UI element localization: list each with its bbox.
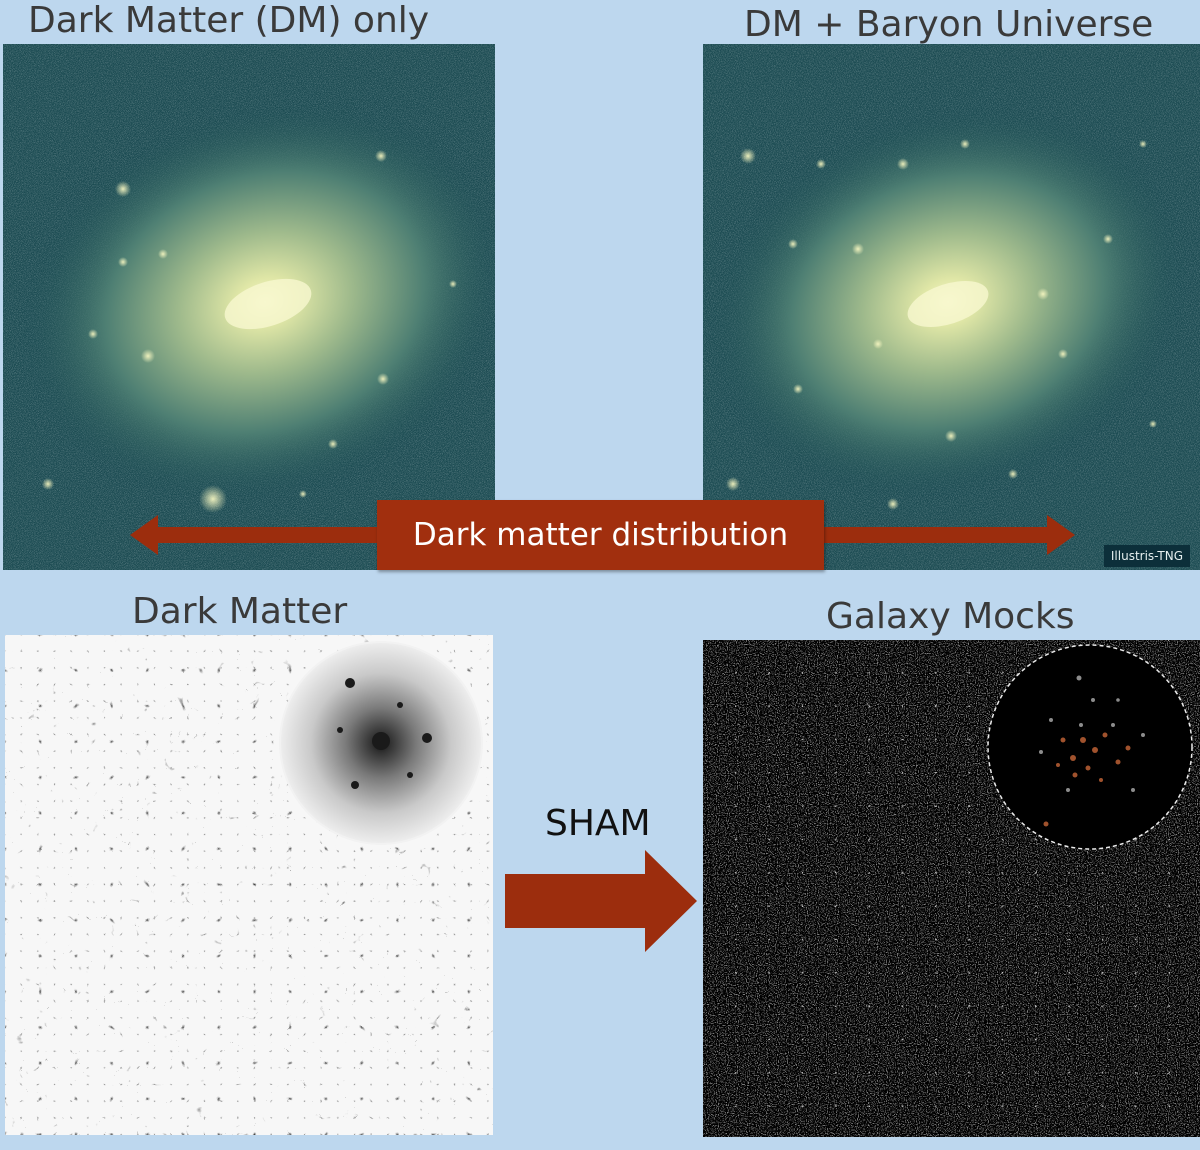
dm-only-title: Dark Matter (DM) only — [28, 0, 430, 41]
dark-matter-title: Dark Matter — [132, 591, 348, 632]
galaxy-mocks-image — [703, 640, 1200, 1137]
dm-baryon-title: DM + Baryon Universe — [744, 4, 1154, 45]
galaxy-points — [1039, 675, 1145, 827]
dm-baryon-halo-image: Illustris-TNG — [703, 44, 1200, 570]
sham-label: SHAM — [545, 803, 651, 844]
dm-only-halo-image — [3, 44, 495, 570]
sham-arrow — [505, 850, 697, 952]
illustris-tng-watermark: Illustris-TNG — [1103, 545, 1190, 567]
dark-matter-distribution-label: Dark matter distribution — [377, 500, 824, 570]
galaxy-mocks-title: Galaxy Mocks — [826, 596, 1075, 637]
dark-matter-web-image — [5, 635, 493, 1135]
